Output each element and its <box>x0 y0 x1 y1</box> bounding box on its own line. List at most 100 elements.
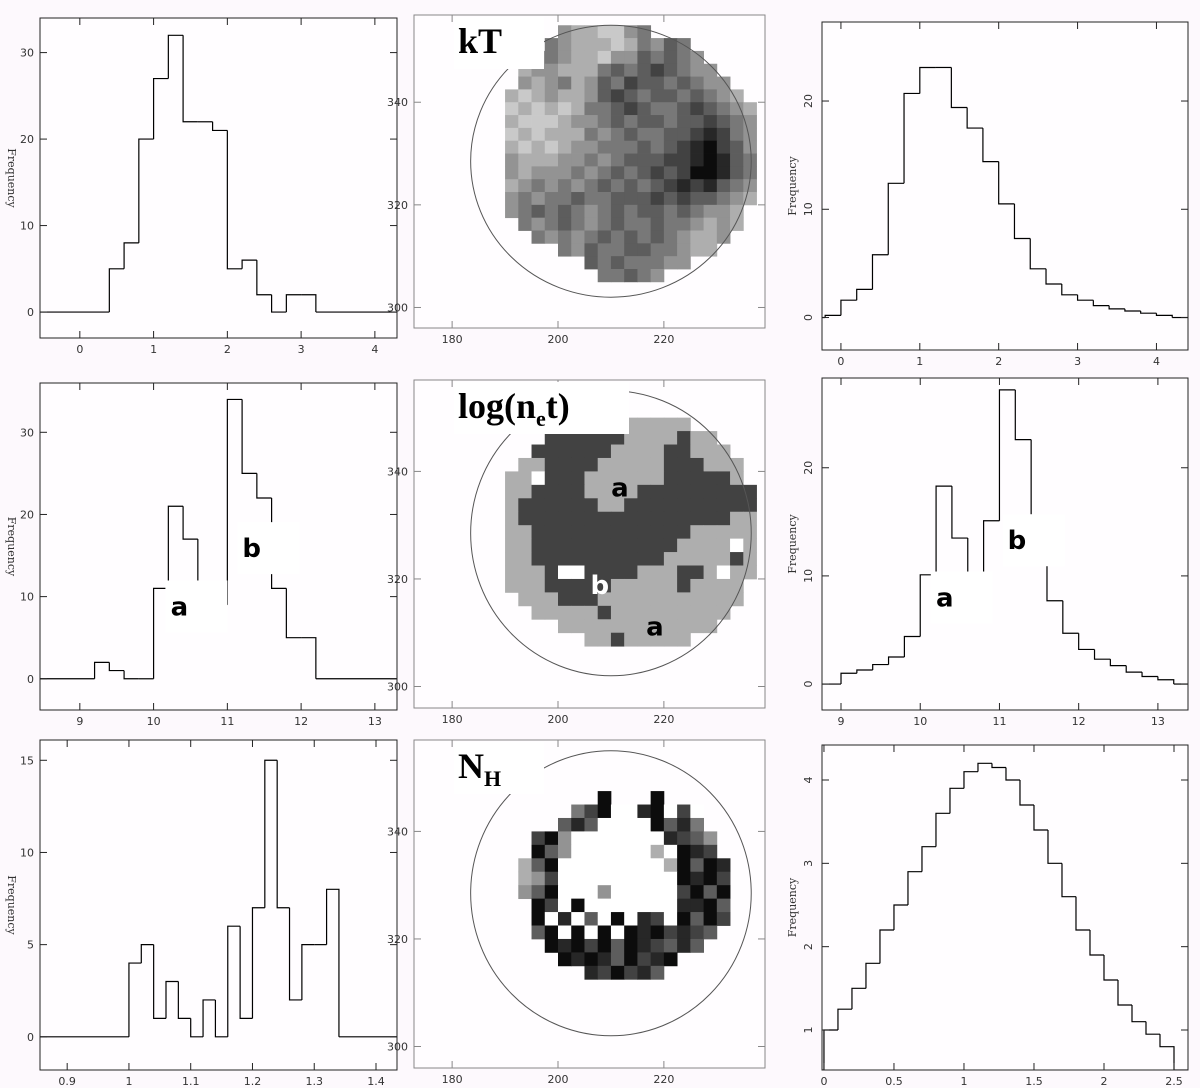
histogram-bin <box>190 1018 204 1038</box>
y-axis-label: Frequency <box>786 155 799 215</box>
x-tick-label: 200 <box>548 333 569 346</box>
map-cell <box>610 938 625 953</box>
map-cell <box>703 192 718 206</box>
histogram-bin <box>872 663 889 670</box>
map-cell <box>558 511 572 526</box>
map-cell <box>650 38 665 52</box>
histogram-bin <box>966 107 983 129</box>
map-cell <box>531 858 546 873</box>
map-cell <box>584 592 599 607</box>
histogram-bin <box>226 398 243 605</box>
histogram-bin <box>301 944 315 1000</box>
map-cell <box>584 898 599 913</box>
map-cell <box>505 498 519 513</box>
map-cell <box>677 804 691 819</box>
map-cell <box>690 444 704 459</box>
map-cell <box>597 605 612 620</box>
y-axis-label: Frequency <box>786 877 799 937</box>
map-cell <box>637 871 652 886</box>
plot-frame <box>39 17 398 339</box>
map-cell <box>663 605 678 620</box>
map-cell <box>584 498 599 513</box>
map-cell <box>743 484 757 499</box>
map-cell <box>637 256 652 270</box>
map-cell <box>597 804 612 819</box>
x-tick-label: 1.5 <box>1025 1075 1043 1088</box>
map-cell <box>571 431 585 445</box>
map-cell <box>624 217 638 231</box>
map-cell <box>703 102 718 116</box>
histogram-bin <box>1141 672 1158 678</box>
histogram-bin <box>903 92 920 184</box>
histogram-bin <box>108 268 125 313</box>
map-cell <box>624 268 638 283</box>
map-cell <box>610 25 625 39</box>
x-tick-label: 1.2 <box>244 1075 262 1088</box>
map-cell <box>584 619 599 634</box>
x-tick-label: 220 <box>653 713 674 726</box>
map-cell <box>558 63 572 77</box>
histogram-bin <box>1157 676 1175 685</box>
map-cell <box>730 89 744 103</box>
map-cell <box>703 511 718 526</box>
map-cell <box>571 444 585 459</box>
map-cell <box>531 76 546 90</box>
map-cell <box>703 858 718 873</box>
map-cell <box>624 538 638 553</box>
map-cell <box>505 552 519 566</box>
map-cell <box>663 552 678 566</box>
map-cell <box>558 592 572 607</box>
map-cell <box>690 898 704 913</box>
x-tick-label: 200 <box>548 1073 569 1086</box>
x-tick-label: 3 <box>298 343 305 356</box>
map-cell <box>677 256 691 270</box>
map-cell <box>624 592 638 607</box>
y-tick-label: 15 <box>20 754 34 767</box>
y-axis-label: Frequency <box>5 517 18 577</box>
map-cell <box>571 102 585 116</box>
map-cell <box>663 858 678 873</box>
map-cell <box>558 243 572 257</box>
title-suffix: t) <box>546 386 570 426</box>
map-cell <box>663 140 678 154</box>
map-cell <box>624 444 638 459</box>
map-cell <box>558 50 572 65</box>
map-cell <box>610 592 625 607</box>
map-cell <box>690 140 704 154</box>
map-cell <box>597 457 612 472</box>
map-cell <box>584 89 599 103</box>
map-cell <box>610 153 625 167</box>
y-tick-label: 320 <box>387 199 408 212</box>
map-cell <box>624 804 638 819</box>
map-cell <box>558 217 572 231</box>
map-cell <box>703 844 718 859</box>
map-cell <box>690 912 704 926</box>
map-cell <box>663 444 678 459</box>
histogram-bin <box>949 787 964 814</box>
x-tick-label: 11 <box>220 715 234 728</box>
map-cell <box>663 525 678 540</box>
map-cell <box>637 484 652 499</box>
map-cell <box>716 592 731 607</box>
y-tick-label: 10 <box>802 202 815 216</box>
map-cell <box>716 525 731 540</box>
y-tick-label: 320 <box>387 933 408 946</box>
map-cell <box>690 938 704 953</box>
map-cell <box>505 102 519 116</box>
map-cell <box>584 804 599 819</box>
map-cell <box>703 578 718 593</box>
y-tick-label: 20 <box>20 133 34 146</box>
map-cell <box>558 525 572 540</box>
map-cell <box>743 538 757 553</box>
map-cell <box>505 153 519 167</box>
map-cell <box>730 166 744 180</box>
map-cell <box>544 102 559 116</box>
map-cell <box>703 140 718 154</box>
map-cell <box>690 115 704 129</box>
map-cell <box>650 127 665 142</box>
histogram-bin <box>152 77 169 140</box>
map-cell <box>663 871 678 886</box>
map-cell <box>716 140 731 154</box>
map-title: NH <box>458 746 501 791</box>
map-cell <box>610 898 625 913</box>
